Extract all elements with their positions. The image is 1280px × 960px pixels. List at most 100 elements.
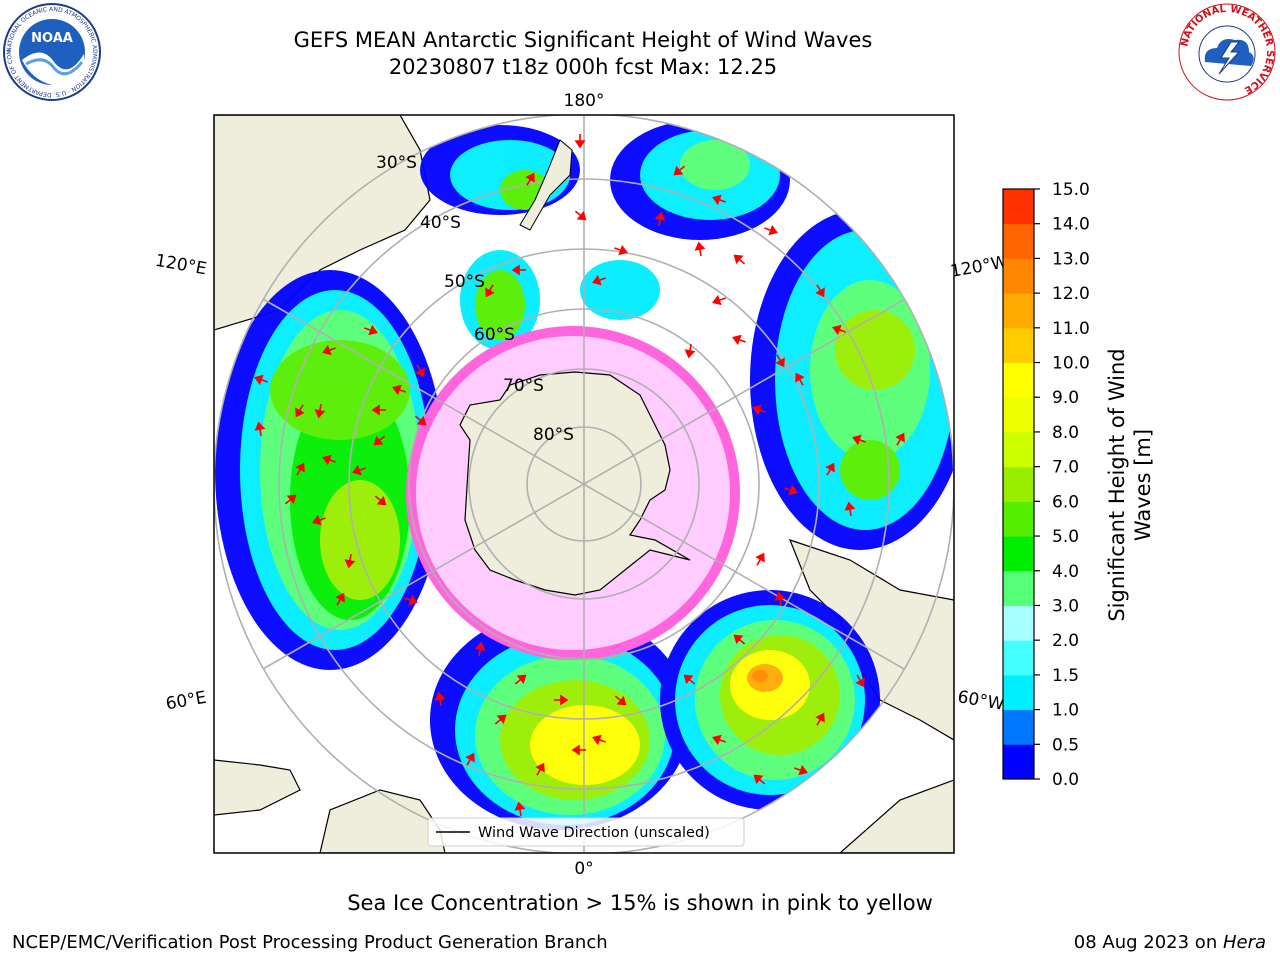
- wave-arrow-head: [774, 591, 786, 601]
- wave-arrow: [295, 404, 305, 418]
- colorbar-segment: [1003, 744, 1034, 780]
- colorbar-segment: [1003, 466, 1034, 502]
- wave-arrow: [414, 415, 427, 426]
- wave-arrow-head: [844, 501, 856, 511]
- colorbar-segment: [1003, 397, 1034, 433]
- colorbar-segment: [1003, 605, 1034, 641]
- wave-arrow: [844, 501, 856, 517]
- wave-arrow: [535, 762, 545, 776]
- wave-arrow: [712, 294, 726, 306]
- wave-arrow: [764, 224, 778, 236]
- svg-text:NOAA: NOAA: [31, 31, 73, 46]
- wave-arrow-head: [344, 559, 356, 569]
- wave-arrow-head: [733, 634, 744, 645]
- wave-arrow-head: [775, 357, 785, 368]
- new-zealand: [519, 139, 573, 231]
- wave-arrow: [784, 484, 798, 496]
- wave-arrow-head: [392, 384, 402, 396]
- map-legend: Wind Wave Direction (unscaled): [427, 817, 745, 847]
- colorbar-segment: [1003, 223, 1034, 259]
- wave-arrow-head: [684, 349, 696, 359]
- wave-arrow: [775, 354, 785, 368]
- wave-arrow: [654, 211, 666, 227]
- colorbar-tick-label: 7.0: [1052, 458, 1079, 478]
- wave-arrow-head: [592, 734, 602, 746]
- colorbar-tick-label: 3.0: [1052, 596, 1079, 616]
- wave-arrow: [404, 594, 418, 606]
- colorbar-tick-label: 5.0: [1052, 527, 1079, 547]
- wave-arrow-head: [683, 674, 694, 685]
- wave-arrow: [755, 552, 765, 566]
- wave-arrow-head: [732, 334, 742, 346]
- wave-arrow: [352, 464, 366, 476]
- lat-label-50s: 50°S: [444, 272, 485, 292]
- colorbar-tick-label: 10.0: [1052, 354, 1090, 374]
- colorbar-segment: [1003, 293, 1034, 329]
- lat-label-70s: 70°S: [503, 376, 544, 396]
- wave-arrow-head: [712, 734, 722, 746]
- wave-arrow-head: [592, 274, 602, 286]
- footer-date-text: 08 Aug 2023 on: [1073, 932, 1223, 953]
- wave-arrow-head: [712, 294, 722, 306]
- wave-arrow-head: [485, 287, 495, 298]
- wave-arrow: [322, 344, 336, 356]
- wave-arrow-head: [571, 744, 580, 756]
- wave-arrow-head: [815, 287, 825, 298]
- colorbar-segment: [1003, 501, 1034, 537]
- wave-arrow-head: [895, 432, 905, 443]
- antarctica: [459, 371, 691, 596]
- wave-arrow-head: [574, 140, 586, 149]
- wave-arrow: [794, 764, 808, 776]
- wave-arrow-head: [254, 374, 264, 386]
- wave-arrow-head: [768, 224, 778, 236]
- wave-arrow: [614, 695, 627, 706]
- wave-arrow: [364, 324, 378, 336]
- wave-arrow: [712, 734, 726, 746]
- wave-arrow: [373, 435, 386, 446]
- wave-arrow: [753, 774, 766, 785]
- wave-arrow-head: [314, 409, 326, 419]
- colorbar-tick-label: 13.0: [1052, 249, 1090, 269]
- wave-arrow: [832, 324, 846, 336]
- colorbar-ticks: 0.0 0.5 1.0 1.5 2.0 3.0 4.0 5.0 6.0 7.0 8.0 9.0 10.0…: [1034, 180, 1090, 790]
- colorbar-tick-label: 9.0: [1052, 388, 1079, 408]
- wave-arrow-head: [654, 211, 666, 221]
- lon-label-0: 0°: [574, 859, 593, 879]
- wave-arrow-head: [373, 435, 384, 446]
- wave-arrow: [322, 454, 336, 466]
- colorbar-tick-label: 1.5: [1052, 666, 1079, 686]
- wave-arrow-head: [434, 691, 446, 701]
- map-frame: [213, 114, 955, 854]
- wave-arrow: [571, 744, 586, 756]
- lon-label-180: 180°: [564, 91, 605, 111]
- wave-arrow-head: [852, 434, 862, 446]
- wave-arrow: [712, 194, 726, 206]
- wave-arrow: [592, 274, 606, 286]
- wave-arrow: [825, 462, 835, 476]
- wave-arrow: [254, 421, 266, 437]
- wave-arrow: [494, 714, 507, 725]
- wave-arrow-head: [733, 254, 744, 265]
- wave-arrow: [592, 734, 606, 746]
- wave-arrow: [684, 343, 696, 359]
- wave-arrow-head: [798, 764, 808, 776]
- wave-arrow-head: [576, 210, 587, 221]
- colorbar-tick-label: 12.0: [1052, 284, 1090, 304]
- wave-arrow-head: [694, 241, 706, 251]
- colorbar-tick-label: 1.0: [1052, 701, 1079, 721]
- wave-arrow: [732, 334, 746, 346]
- wave-arrow: [485, 284, 495, 298]
- wave-arrow: [795, 372, 805, 386]
- wave-arrow: [295, 462, 305, 476]
- colorbar-tick-label: 14.0: [1052, 215, 1090, 235]
- wave-arrow: [895, 432, 905, 446]
- wave-arrow: [434, 691, 446, 707]
- wave-arrow: [673, 165, 686, 176]
- wave-arrow-head: [815, 712, 825, 723]
- noaa-logo: NATIONAL OCEANIC AND ATMOSPHERIC ADMINIS…: [2, 2, 101, 101]
- wave-arrow: [815, 284, 825, 298]
- wave-arrow-head: [474, 641, 486, 651]
- wave-arrow: [392, 384, 406, 396]
